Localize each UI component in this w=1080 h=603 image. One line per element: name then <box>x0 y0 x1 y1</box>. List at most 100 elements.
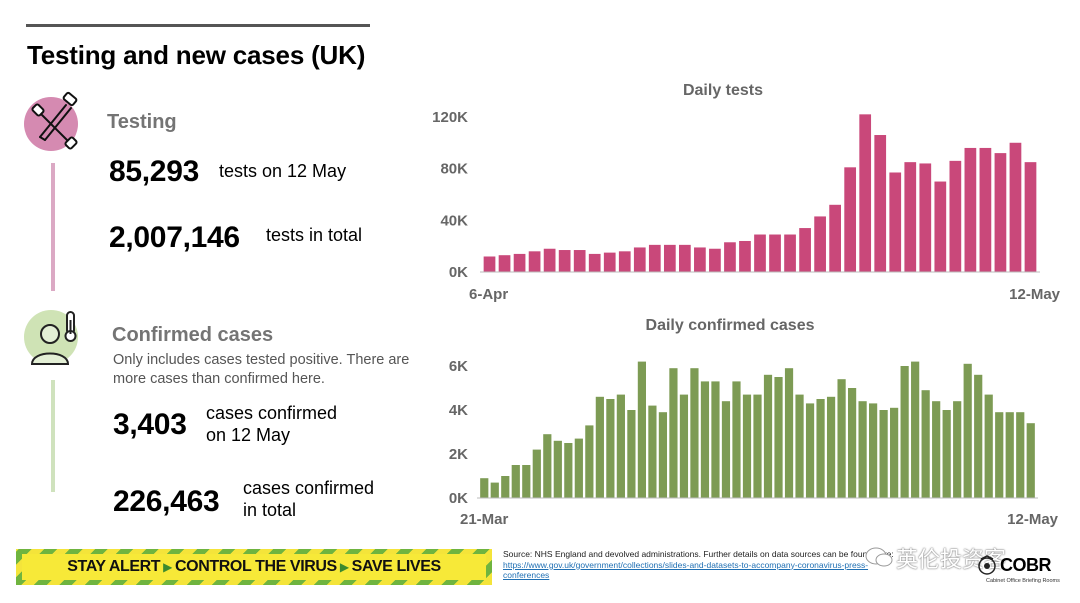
source-link[interactable]: https://www.gov.uk/government/collection… <box>503 559 869 581</box>
tests-daily-label: tests on 12 May <box>219 161 347 181</box>
cases-bar <box>564 443 573 498</box>
tests-y-tick: 40K <box>440 212 468 229</box>
banner-text: STAY ALERT ▶ CONTROL THE VIRUS ▶ SAVE LI… <box>22 554 486 580</box>
tests-bar <box>709 248 721 272</box>
cases-y-tick: 4K <box>449 402 468 419</box>
cases-bar <box>742 394 752 498</box>
cases-bar <box>732 381 741 498</box>
tests-bar <box>1009 142 1022 272</box>
cases-bar <box>606 399 615 498</box>
cases-bar <box>953 401 962 498</box>
tests-y-tick: 80K <box>440 161 468 178</box>
tests-bar <box>513 253 526 272</box>
tests-bar <box>543 248 556 272</box>
tests-bar <box>483 256 496 272</box>
tests-bar <box>769 234 781 272</box>
cases-bar <box>574 438 583 498</box>
tests-bar <box>784 234 796 272</box>
cases-bar <box>1026 423 1035 498</box>
testing-icon-circle <box>24 91 78 151</box>
tests-bar <box>573 250 586 272</box>
cases-bar <box>522 465 531 498</box>
tests-y-tick: 0K <box>449 264 468 281</box>
chevron-right-icon: ▶ <box>163 560 173 574</box>
royal-crest-icon <box>978 555 996 575</box>
tests-x-start-label: 6-Apr <box>469 286 508 303</box>
tests-bar <box>1024 162 1037 272</box>
cases-bar <box>753 394 762 498</box>
cases-bar <box>658 412 668 498</box>
chat-bubble-icon <box>865 547 893 567</box>
cases-bar <box>511 465 520 498</box>
cases-heading: Confirmed cases <box>112 324 274 346</box>
page-title: Testing and new cases (UK) <box>27 40 366 70</box>
cases-bar <box>679 394 689 498</box>
cases-chart-title: Daily confirmed cases <box>646 317 815 334</box>
tests-bar <box>919 163 932 272</box>
cases-divider-line <box>51 380 55 492</box>
cases-bar <box>774 377 783 498</box>
tests-bar <box>603 252 616 272</box>
cases-bar <box>869 403 878 498</box>
tests-x-end-label: 12-May <box>1009 286 1061 303</box>
tests-chart-title: Daily tests <box>683 82 763 99</box>
cases-bar <box>595 396 604 498</box>
tests-bar <box>498 255 511 272</box>
tests-bar <box>663 244 676 272</box>
cases-bar <box>984 394 993 498</box>
tests-daily-value: 85,293 <box>109 155 199 188</box>
tests-y-tick: 120K <box>432 109 468 126</box>
tests-bar <box>799 228 811 272</box>
tests-bar <box>724 242 736 272</box>
cases-bar <box>879 410 888 498</box>
cases-bar <box>490 482 499 498</box>
tests-bar <box>679 244 691 272</box>
cases-bar <box>932 401 941 498</box>
testing-divider-line <box>51 163 55 291</box>
tests-bar <box>979 147 992 272</box>
cases-bar <box>648 405 657 498</box>
tests-bar <box>874 135 887 272</box>
stay-alert-banner: STAY ALERT ▶ CONTROL THE VIRUS ▶ SAVE LI… <box>16 549 492 585</box>
cases-y-tick: 0K <box>449 490 468 507</box>
cases-bar <box>700 381 710 498</box>
cases-bar <box>480 478 489 498</box>
cases-bar <box>532 449 541 498</box>
tests-total-label: tests in total <box>266 225 363 245</box>
tests-bar <box>904 162 917 272</box>
cases-bar <box>721 401 731 498</box>
tests-bar <box>964 147 977 272</box>
cases-bar <box>637 361 646 498</box>
tests-bar <box>814 216 826 272</box>
cases-bar <box>942 410 951 498</box>
cases-total-value: 226,463 <box>113 485 220 518</box>
cases-note: Only includes cases tested positive. The… <box>113 352 410 387</box>
cases-bar <box>921 390 930 498</box>
tests-bar <box>889 172 902 272</box>
banner-part1: STAY ALERT <box>67 558 161 575</box>
tests-bar <box>558 250 571 272</box>
cases-bar <box>616 394 625 498</box>
cobr-logo-text: COBR <box>1000 555 1052 575</box>
cases-bar <box>900 366 909 498</box>
banner-part3: SAVE LIVES <box>351 558 441 575</box>
tests-bar <box>934 181 947 272</box>
cases-daily-value: 3,403 <box>113 408 187 441</box>
cases-bar <box>627 410 636 498</box>
source-text: Source: NHS England and devolved adminis… <box>503 549 894 559</box>
cases-total-label: cases confirmed in total <box>243 477 374 521</box>
tests-bar <box>844 167 857 272</box>
cases-icon-circle <box>24 310 78 365</box>
cases-bar <box>669 368 678 498</box>
cases-bar <box>795 394 804 498</box>
cases-bar <box>858 401 867 498</box>
tests-bar <box>859 114 872 272</box>
tests-bar <box>994 153 1007 272</box>
cobr-logo-subtitle: Cabinet Office Briefing Rooms <box>986 578 1060 584</box>
cases-total-label-line1: cases confirmed <box>243 478 375 498</box>
tests-bar <box>618 251 631 272</box>
cases-x-end-label: 12-May <box>1007 511 1059 528</box>
cases-y-tick: 6K <box>449 358 468 375</box>
cases-total-label-line2: in total <box>243 500 297 520</box>
